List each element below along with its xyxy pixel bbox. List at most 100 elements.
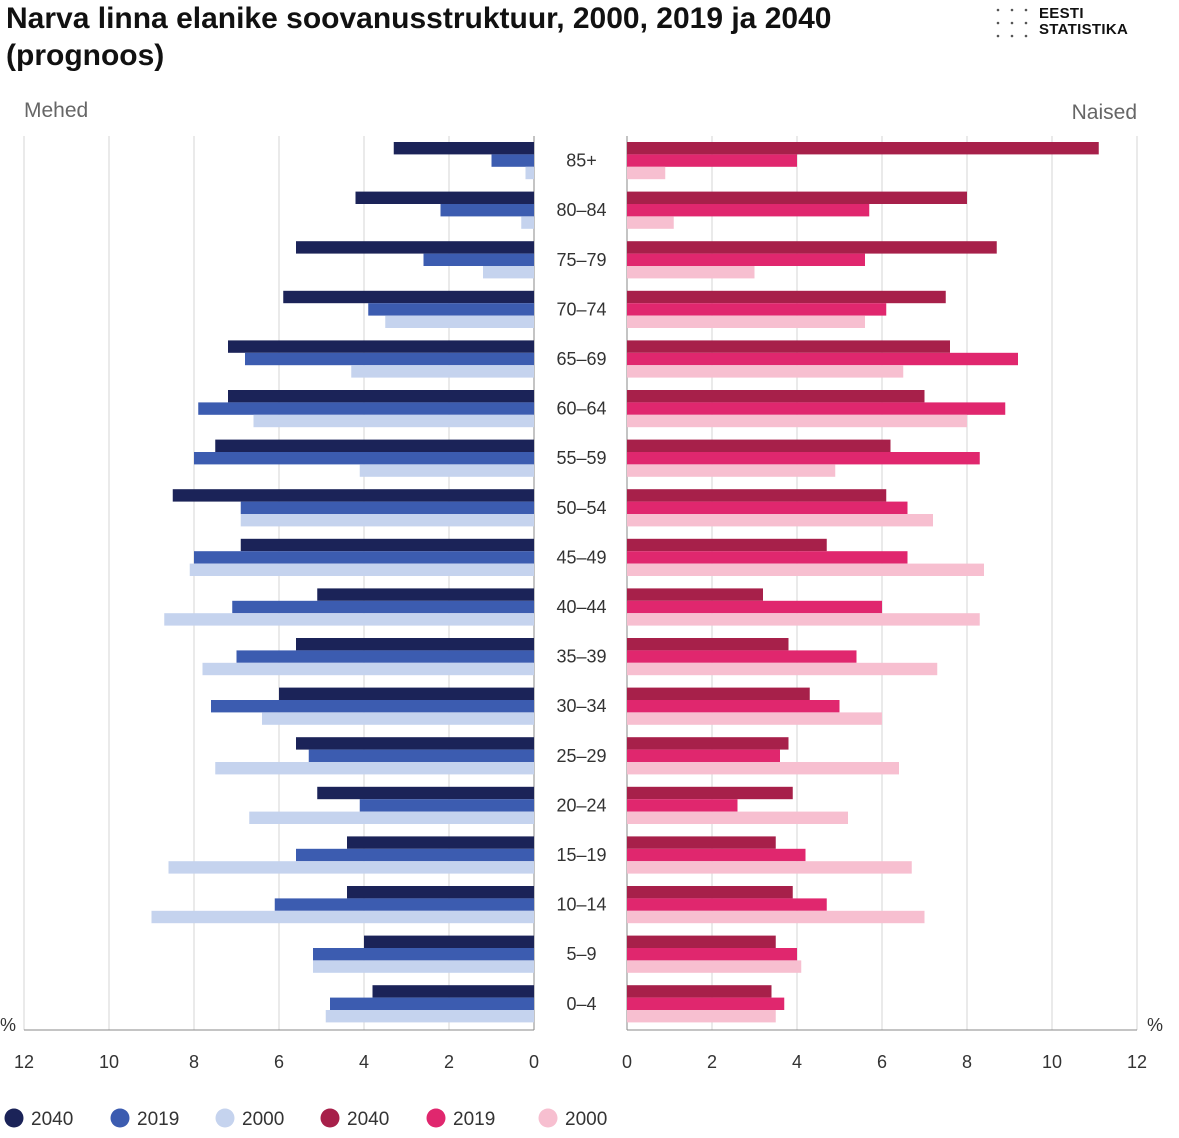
bar-left-2000-16 xyxy=(313,960,534,973)
legend-marker xyxy=(4,1108,24,1128)
bar-right-2000-14 xyxy=(627,861,912,874)
bar-right-2019-13 xyxy=(627,799,738,812)
bar-left-2019-9 xyxy=(232,600,534,614)
bar-left-2019-4 xyxy=(245,352,534,366)
age-group-label: 80–84 xyxy=(556,200,606,220)
bar-right-2019-9 xyxy=(627,600,882,614)
bar-left-2000-4 xyxy=(351,365,534,378)
legend: 2040 2019 2000 2040 2019 2000 xyxy=(4,1108,607,1130)
bar-right-2019-8 xyxy=(627,551,908,564)
legend-label: 2040 xyxy=(347,1109,389,1130)
legend-label: 2000 xyxy=(565,1109,607,1130)
bar-right-2000-11 xyxy=(627,712,882,725)
bar-right-2040-8 xyxy=(627,538,827,552)
x-tick-label-left: 12 xyxy=(14,1052,34,1072)
bar-right-2040-7 xyxy=(627,489,887,502)
bar-right-2040-16 xyxy=(627,935,776,948)
bar-left-2040-9 xyxy=(317,588,534,601)
bar-right-2000-15 xyxy=(627,910,925,924)
age-group-label: 5–9 xyxy=(566,944,596,964)
right-panel-label: Naised xyxy=(1072,101,1137,124)
bar-right-2000-0 xyxy=(627,166,666,180)
legend-label: 2000 xyxy=(242,1109,284,1130)
age-group-label: 50–54 xyxy=(556,498,606,518)
left-unit-label: % xyxy=(0,1015,16,1035)
bar-right-2000-2 xyxy=(627,266,755,279)
bar-right-2019-12 xyxy=(627,749,780,762)
bar-left-2000-9 xyxy=(164,613,534,626)
bar-right-2019-11 xyxy=(627,700,840,713)
bar-right-2000-8 xyxy=(627,563,984,576)
bar-left-2040-17 xyxy=(372,985,534,998)
bar-right-2040-11 xyxy=(627,687,810,700)
bar-left-2000-14 xyxy=(168,861,534,874)
bar-right-2040-12 xyxy=(627,737,789,750)
bar-left-2040-14 xyxy=(347,836,534,849)
bar-left-2040-11 xyxy=(279,687,534,700)
bar-right-2040-2 xyxy=(627,241,997,254)
bar-left-2040-12 xyxy=(296,737,534,750)
bar-left-2019-7 xyxy=(240,501,534,514)
bar-right-2000-9 xyxy=(627,613,980,626)
bar-left-2019-13 xyxy=(359,799,534,812)
bar-right-2000-4 xyxy=(627,365,904,378)
bar-left-2000-10 xyxy=(202,662,534,676)
bar-right-2000-5 xyxy=(627,414,967,428)
bar-right-2040-3 xyxy=(627,290,946,304)
bar-right-2000-6 xyxy=(627,464,836,477)
bar-left-2040-4 xyxy=(228,340,534,353)
bar-right-2019-1 xyxy=(627,204,870,217)
bar-left-2019-5 xyxy=(198,402,534,415)
bar-right-2019-2 xyxy=(627,253,865,266)
bar-right-2000-7 xyxy=(627,514,933,527)
x-tick-label-left: 0 xyxy=(529,1052,539,1072)
bar-left-2019-14 xyxy=(296,848,534,862)
bar-left-2040-1 xyxy=(355,191,534,204)
bar-left-2019-10 xyxy=(236,650,534,663)
legend-marker xyxy=(320,1108,340,1128)
bar-left-2019-11 xyxy=(211,700,534,713)
x-tick-label-left: 6 xyxy=(274,1052,284,1072)
bar-right-2000-1 xyxy=(627,216,674,229)
age-group-label: 75–79 xyxy=(556,250,606,270)
eesti-statistika-logo: EESTI STATISTIKA xyxy=(995,6,1145,40)
age-group-label: 35–39 xyxy=(556,647,606,667)
right-unit-label: % xyxy=(1147,1015,1163,1035)
age-group-label: 0–4 xyxy=(566,994,596,1014)
x-tick-label-left: 2 xyxy=(444,1052,454,1072)
bar-left-2040-0 xyxy=(393,142,534,155)
bar-right-2040-17 xyxy=(627,985,772,998)
bar-right-2019-6 xyxy=(627,452,980,465)
bar-left-2000-2 xyxy=(483,266,534,279)
legend-marker xyxy=(426,1108,446,1128)
bar-left-2019-16 xyxy=(313,948,534,961)
bar-right-2040-9 xyxy=(627,588,763,601)
age-group-label: 40–44 xyxy=(556,597,606,617)
bar-left-2019-17 xyxy=(330,997,534,1010)
bar-right-2040-0 xyxy=(627,142,1099,155)
bar-left-2019-1 xyxy=(440,204,534,217)
bar-left-2000-8 xyxy=(189,563,534,576)
bar-left-2019-8 xyxy=(194,551,534,564)
age-group-label: 45–49 xyxy=(556,547,606,567)
bar-right-2019-4 xyxy=(627,352,1018,366)
bar-left-2019-3 xyxy=(368,303,534,316)
age-group-label: 20–24 xyxy=(556,795,606,815)
bar-right-2019-0 xyxy=(627,154,797,167)
legend-label: 2019 xyxy=(453,1109,495,1130)
bar-right-2040-10 xyxy=(627,638,789,651)
bar-right-2000-17 xyxy=(627,1010,776,1023)
bar-left-2000-13 xyxy=(249,811,534,824)
bar-right-2040-6 xyxy=(627,439,891,452)
bar-right-2040-15 xyxy=(627,886,793,899)
bar-right-2000-16 xyxy=(627,960,802,973)
bar-left-2040-10 xyxy=(296,638,534,651)
bar-right-2040-13 xyxy=(627,786,793,800)
age-group-label: 15–19 xyxy=(556,845,606,865)
age-group-label: 70–74 xyxy=(556,299,606,319)
axes: 0 0 2 2 4 4 6 6 8 8 10 10 12 12 xyxy=(14,1029,1147,1072)
bar-left-2000-0 xyxy=(525,166,534,180)
bar-left-2019-2 xyxy=(423,253,534,266)
bar-left-2000-17 xyxy=(325,1010,534,1023)
